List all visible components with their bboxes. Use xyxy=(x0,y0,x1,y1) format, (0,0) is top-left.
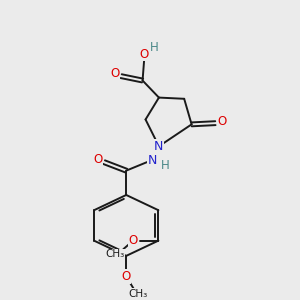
Text: O: O xyxy=(128,234,138,247)
Text: CH₃: CH₃ xyxy=(106,249,125,259)
Text: H: H xyxy=(150,41,159,54)
Text: O: O xyxy=(217,116,226,128)
Text: N: N xyxy=(154,140,164,153)
Text: O: O xyxy=(122,270,131,283)
Text: CH₃: CH₃ xyxy=(128,289,148,298)
Text: H: H xyxy=(161,158,170,172)
Text: O: O xyxy=(110,67,119,80)
Text: N: N xyxy=(148,154,157,167)
Text: O: O xyxy=(140,48,149,61)
Text: O: O xyxy=(93,153,103,166)
